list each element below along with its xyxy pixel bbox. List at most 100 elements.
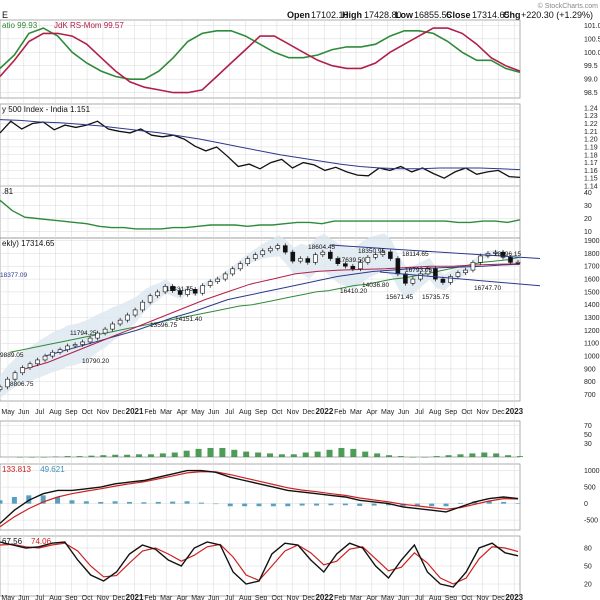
y-tick-label: 800 (584, 379, 596, 386)
candle-body (425, 268, 431, 275)
x-month-label-mid: May (1, 409, 15, 416)
macd-histogram-bar (69, 500, 75, 504)
x-month-label-bottom: Apr (366, 595, 378, 600)
candle-body (162, 286, 168, 293)
price-ma-mid (44, 263, 521, 357)
price-annotation: 18350.95 (358, 248, 385, 255)
x-month-label-bottom: Oct (271, 595, 282, 600)
candle-body (282, 245, 288, 253)
x-month-label-mid: Nov (287, 409, 300, 416)
macd-histogram-bar (515, 503, 521, 504)
x-month-label-mid: 2021 (126, 407, 144, 416)
open-value: 17102.10 (311, 10, 349, 20)
x-month-label-bottom: Mar (160, 595, 173, 600)
price-annotation: 11794.25 (70, 330, 97, 337)
x-month-label-mid: Sep (255, 409, 268, 416)
macd-histogram-bar (26, 495, 32, 504)
histogram-bar (255, 452, 262, 457)
x-month-label-bottom: Jul (415, 595, 424, 600)
candle-body (230, 268, 236, 275)
macd-histogram-bar (141, 502, 147, 504)
candle-body (50, 351, 55, 357)
y-tick-label: 1.16 (584, 168, 598, 175)
header-ohlc: Open 17102.10 High 17428.80 Low 16855.55… (287, 10, 593, 20)
histogram-bar (40, 457, 47, 458)
candle-body (515, 261, 521, 264)
y-tick-label: 99.5 (584, 63, 598, 70)
x-month-label-mid: Sep (445, 409, 458, 416)
x-month-label-mid: Mar (160, 409, 173, 416)
candle-body (508, 256, 513, 263)
histogram-bar (326, 449, 333, 457)
low-value: 16855.55 (414, 10, 452, 20)
y-tick-label: 700 (584, 392, 596, 399)
x-month-label-bottom: Mar (350, 595, 363, 600)
histogram-bar (505, 455, 512, 457)
y-tick-label: 1000 (584, 468, 600, 475)
header-suffix: E (2, 10, 8, 20)
macd-histogram-bar (429, 503, 435, 507)
candle-body (275, 245, 281, 249)
y-tick-label: 1.24 (584, 105, 598, 112)
histogram-bar (231, 449, 238, 457)
candle-body (313, 254, 318, 263)
y-tick-label: 1200 (584, 328, 600, 335)
chg-label: Chg (503, 10, 521, 20)
macd-histogram-bar (127, 501, 132, 504)
low-label: Low (395, 10, 414, 20)
histogram-bar (147, 454, 154, 457)
x-month-label-mid: Apr (366, 409, 378, 416)
price-annotation: 16410.20 (340, 288, 367, 295)
macd-histogram-bar (112, 501, 118, 504)
histogram-bar (302, 452, 309, 457)
x-month-label-bottom: Aug (429, 595, 442, 600)
y-tick-label: 1.15 (584, 176, 598, 183)
candle-body (418, 273, 423, 280)
price-annotation: 14036.80 (362, 282, 389, 289)
macd-histogram-bar (400, 503, 406, 507)
candle-body (155, 291, 160, 297)
histogram-bar (88, 455, 95, 457)
x-month-label-mid: Aug (49, 409, 62, 416)
candle-body (245, 258, 251, 264)
candle-body (297, 258, 303, 262)
x-month-label-mid: Aug (239, 409, 252, 416)
legend-entry: 67.56 (2, 537, 23, 546)
y-tick-label: 1600 (584, 277, 600, 284)
macd-histogram-bar (40, 495, 46, 504)
y-tick-label: 1800 (584, 251, 600, 258)
histogram-bar (374, 453, 381, 457)
price-annotation: 15671.45 (386, 294, 413, 301)
histogram-bar (433, 456, 440, 457)
trend-line-upper (329, 244, 541, 260)
candle-body (365, 256, 371, 263)
panel-price-frame (0, 237, 521, 402)
rs-line (0, 120, 521, 179)
close-value: 17314.65 (472, 10, 510, 20)
candle-body (463, 269, 468, 273)
macd-histogram-bar (342, 503, 348, 506)
histogram-bar (362, 451, 369, 457)
price-annotation: 9889.05 (0, 352, 24, 359)
indicator-line (0, 199, 521, 230)
x-month-label-mid: Jun (398, 409, 409, 416)
x-month-label-bottom: May (381, 595, 395, 600)
candle-body (222, 273, 228, 280)
candle-body (410, 278, 416, 284)
candle-body (0, 386, 3, 390)
macd-histogram-bar (314, 503, 320, 506)
histogram-bar (493, 453, 500, 457)
candle-body (35, 359, 40, 365)
y-tick-label: 20 (584, 216, 592, 223)
y-tick-label: 100.5 (584, 36, 600, 43)
candle-body (350, 265, 356, 270)
y-tick-label: 30 (584, 441, 592, 448)
histogram-bar (469, 453, 476, 457)
candle-body (470, 262, 476, 271)
close-label: Close (446, 10, 471, 20)
histogram-bar (171, 452, 178, 457)
histogram-bar (124, 454, 131, 457)
y-tick-label: 50 (584, 564, 592, 571)
x-month-label-bottom: Dec (302, 595, 315, 600)
x-month-label-mid: Nov (97, 409, 110, 416)
